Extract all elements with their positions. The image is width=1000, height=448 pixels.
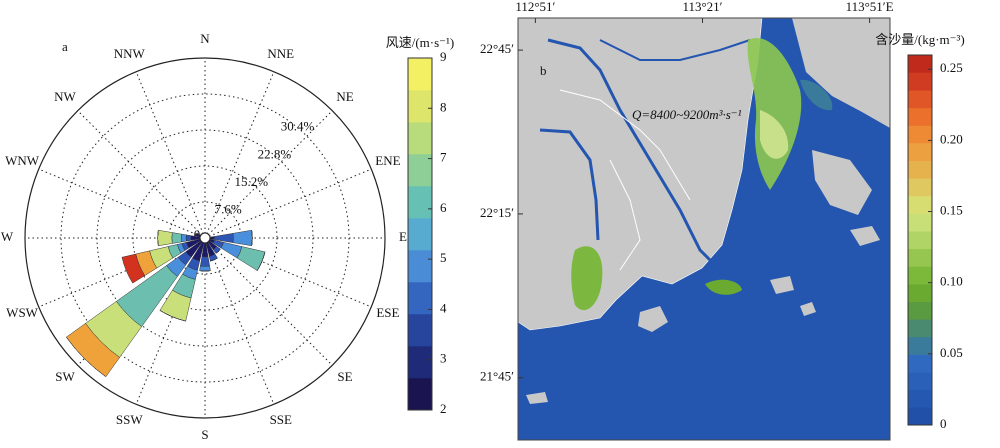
- direction-label: E: [399, 229, 407, 244]
- colorbar-block: [908, 55, 932, 73]
- colorbar-tick-label: 0.05: [940, 345, 963, 360]
- spoke: [205, 238, 274, 404]
- colorbar-tick-label: 8: [440, 99, 447, 114]
- colorbar-block: [908, 90, 932, 108]
- colorbar-title: 含沙量/(kg·m⁻³): [875, 32, 964, 47]
- wind-segment: [233, 230, 252, 246]
- x-tick-label: 112°51′: [515, 0, 555, 14]
- center-dot: [200, 233, 210, 243]
- colorbar-title: 风速/(m·s⁻¹): [386, 35, 455, 50]
- colorbar-block: [908, 266, 932, 284]
- direction-label: SE: [337, 369, 352, 384]
- colorbar-block: [408, 218, 432, 250]
- direction-label: S: [201, 427, 208, 442]
- colorbar-block: [408, 346, 432, 378]
- colorbar-tick-label: 0.15: [940, 203, 963, 218]
- colorbar-block: [408, 122, 432, 154]
- y-tick-label: 22°45′: [480, 41, 514, 56]
- direction-label: NNE: [267, 46, 294, 61]
- direction-label: NE: [336, 89, 353, 104]
- panel-label: b: [540, 63, 547, 78]
- colorbar-block: [908, 319, 932, 337]
- colorbar-block: [908, 214, 932, 232]
- direction-label: SSE: [270, 412, 292, 427]
- wind-segment: [186, 235, 191, 241]
- colorbar-tick-label: 0.10: [940, 274, 963, 289]
- colorbar-tick-label: 0: [940, 416, 947, 431]
- colorbar-block: [908, 161, 932, 179]
- direction-label: NNW: [114, 46, 146, 61]
- colorbar-block: [408, 314, 432, 346]
- colorbar-block: [408, 90, 432, 122]
- wind-segment: [158, 230, 173, 246]
- r-tick-label: 30.4%: [281, 119, 315, 134]
- colorbar-block: [908, 407, 932, 425]
- x-tick-label: 113°21′: [682, 0, 722, 14]
- direction-label: SSW: [116, 412, 143, 427]
- colorbar-block: [908, 143, 932, 161]
- colorbar-block: [908, 108, 932, 126]
- r-tick-label: 15.2%: [234, 174, 268, 189]
- direction-label: ENE: [375, 153, 400, 168]
- colorbar-tick-label: 2: [440, 401, 447, 416]
- colorbar-block: [908, 178, 932, 196]
- colorbar-block: [408, 186, 432, 218]
- r-tick-label: 22.8%: [258, 146, 292, 161]
- colorbar-block: [408, 250, 432, 282]
- map-area: [518, 18, 890, 440]
- x-tick-label: 113°51′E: [846, 0, 894, 14]
- direction-label: ESE: [376, 305, 399, 320]
- colorbar-block: [908, 284, 932, 302]
- direction-label: W: [1, 229, 14, 244]
- direction-label: WSW: [6, 305, 39, 320]
- annotation: Q=8400~9200m³·s⁻¹: [632, 107, 742, 122]
- colorbar-block: [908, 372, 932, 390]
- wind-segment: [172, 233, 182, 244]
- spoke: [39, 169, 205, 238]
- colorbar-block: [908, 390, 932, 408]
- colorbar-block: [408, 378, 432, 410]
- colorbar-block: [908, 249, 932, 267]
- r-tick-label: 7.6%: [215, 201, 242, 216]
- panel-label: a: [62, 39, 68, 54]
- direction-label: NW: [54, 89, 76, 104]
- colorbar-tick-label: 7: [440, 150, 447, 165]
- direction-label: WNW: [5, 153, 40, 168]
- wind-segment: [200, 266, 211, 271]
- wind-segment: [200, 257, 209, 267]
- spoke: [205, 238, 332, 365]
- spoke: [78, 111, 205, 238]
- colorbar-block: [908, 302, 932, 320]
- colorbar-block: [908, 337, 932, 355]
- colorbar-tick-label: 0.20: [940, 131, 963, 146]
- spoke: [136, 72, 205, 238]
- direction-label: SW: [55, 369, 75, 384]
- y-tick-label: 21°45′: [480, 369, 514, 384]
- direction-label: N: [200, 31, 210, 46]
- wind-segment: [181, 234, 186, 242]
- colorbar-tick-label: 6: [440, 200, 447, 215]
- colorbar-tick-label: 5: [440, 250, 447, 265]
- colorbar-block: [908, 355, 932, 373]
- y-tick-label: 22°15′: [480, 205, 514, 220]
- colorbar-block: [908, 73, 932, 91]
- colorbar-tick-label: 0.25: [940, 60, 963, 75]
- wind-segment: [237, 247, 265, 271]
- colorbar-block: [408, 58, 432, 90]
- colorbar-tick-label: 3: [440, 351, 447, 366]
- colorbar-tick-label: 4: [440, 300, 447, 315]
- colorbar-tick-label: 9: [440, 49, 447, 64]
- colorbar-block: [908, 231, 932, 249]
